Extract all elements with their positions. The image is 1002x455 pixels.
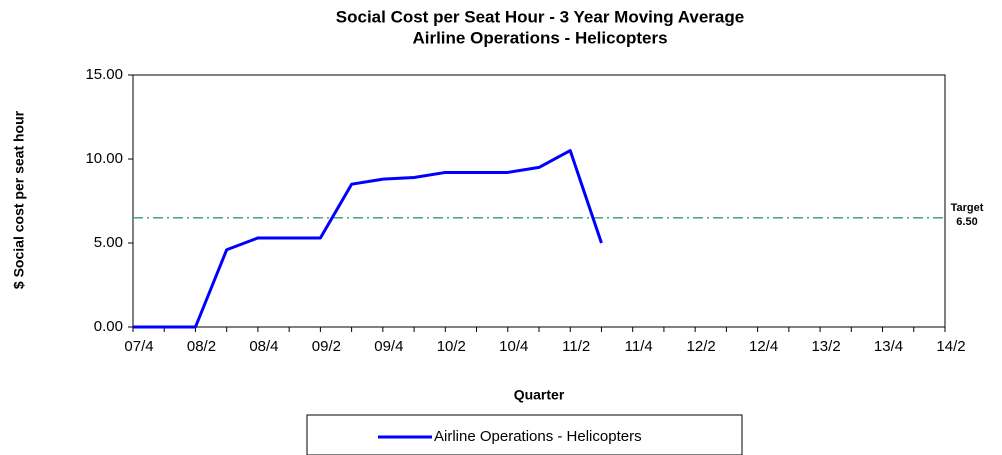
- y-tick-label: 5.00: [94, 234, 123, 251]
- x-tick-label: 12/4: [749, 338, 778, 355]
- x-tick-label: 10/4: [499, 338, 528, 355]
- x-tick-label: 10/2: [437, 338, 466, 355]
- y-tick-label: 15.00: [85, 66, 123, 83]
- chart-title: Social Cost per Seat Hour - 3 Year Movin…: [336, 7, 744, 26]
- chart-subtitle: Airline Operations - Helicopters: [412, 28, 667, 47]
- y-tick-label: 10.00: [85, 150, 123, 167]
- y-axis-label: $ Social cost per seat hour: [11, 110, 27, 289]
- x-tick-label: 09/2: [312, 338, 341, 355]
- x-tick-label: 08/4: [249, 338, 278, 355]
- legend-box: [306, 414, 743, 455]
- x-tick-label: 11/2: [562, 338, 590, 355]
- plot-frame: [132, 74, 946, 328]
- x-tick-label: 12/2: [687, 338, 716, 355]
- x-axis-label: Quarter: [514, 387, 565, 403]
- x-tick-label: 11/4: [625, 338, 653, 355]
- x-tick-label: 07/4: [124, 338, 153, 355]
- legend-label: Airline Operations - Helicopters: [434, 428, 642, 445]
- series-line: [133, 149, 603, 329]
- x-tick-label: 08/2: [187, 338, 216, 355]
- x-tick-label: 13/4: [874, 338, 903, 355]
- target-label: Target: [951, 202, 984, 214]
- x-tick-label: 13/2: [811, 338, 840, 355]
- target-value-label: 6.50: [956, 216, 977, 228]
- x-tick-label: 14/2: [936, 338, 965, 355]
- x-tick-label: 09/4: [374, 338, 403, 355]
- y-tick-label: 0.00: [94, 318, 123, 335]
